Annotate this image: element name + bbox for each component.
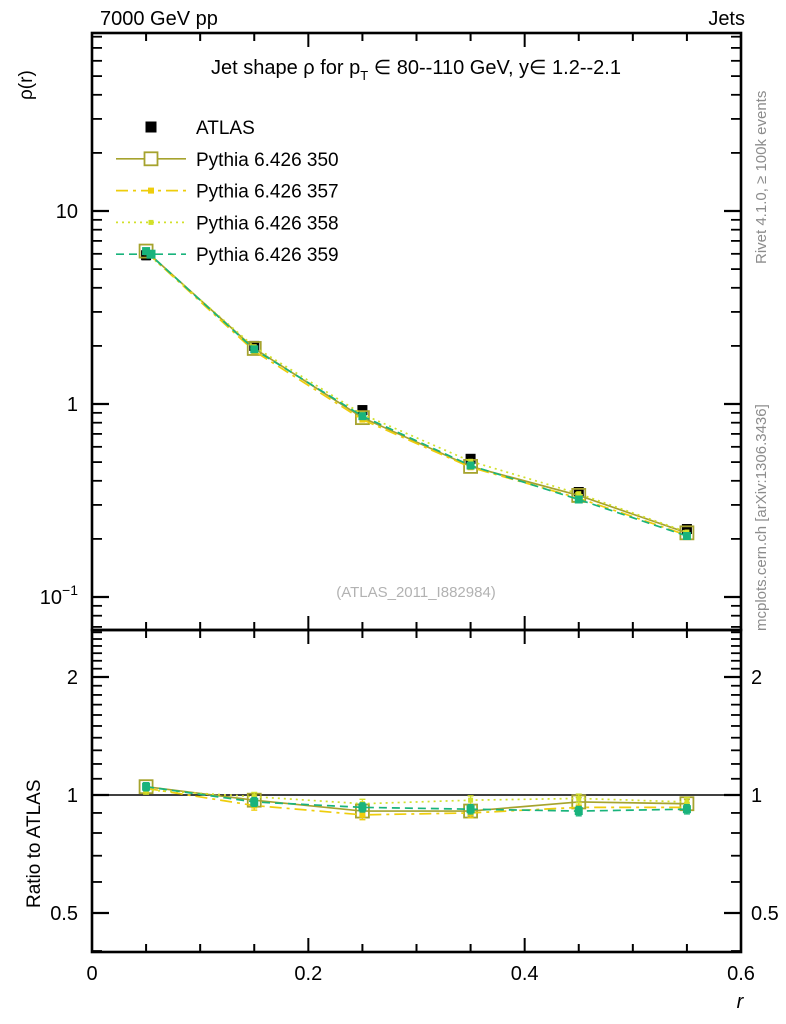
series-main-pythia-6-426-358 (143, 250, 690, 535)
legend-item-pythia-6-426-359: Pythia 6.426 359 (116, 245, 339, 266)
ratio-tick-label-right: 2 (751, 667, 762, 689)
legend-label: Pythia 6.426 357 (196, 182, 339, 203)
data-point-marker (141, 250, 152, 261)
y-tick-label: 10−1 (40, 582, 78, 609)
series-main-pythia-6-426-359 (142, 247, 691, 541)
ratio-panel-series (92, 779, 741, 821)
legend-item-pythia-6-426-358: Pythia 6.426 358 (116, 213, 339, 234)
series-line (146, 789, 687, 805)
ratio-tick-label-left: 0.5 (50, 903, 78, 925)
legend-label: Pythia 6.426 358 (196, 213, 339, 234)
plot-title-post: ∈ 80--110 GeV, y∈ 1.2--2.1 (368, 57, 621, 79)
ratio-tick-label-right: 1 (751, 785, 762, 807)
data-point-marker (468, 797, 474, 803)
x-tick-label: 0.4 (511, 963, 539, 985)
data-point-marker (250, 345, 259, 354)
legend: ATLAS Pythia 6.426 350 Pythia 6.426 357 Pyt… (116, 118, 339, 266)
plot-title-sub: T (360, 68, 368, 83)
rivet-version-text: Rivet 4.1.0, ≥ 100k events (753, 91, 770, 264)
series-main-pythia-6-426-357 (143, 248, 690, 539)
data-point-marker (148, 187, 154, 194)
y-axis-label-ratio: Ratio to ATLAS (24, 780, 45, 909)
data-point-marker (142, 247, 151, 256)
series-ratio-pythia-6-426-350 (138, 779, 695, 819)
series-main-atlas (141, 250, 692, 535)
chart-generated-content: 0 0.2 0.4 0.6 10 1 10−1 2 2 1 1 0.5 0.5 ATLAS Pythia 6… (40, 31, 779, 985)
series-line (145, 787, 687, 816)
analysis-id-watermark: (ATLAS_2011_I882984) (336, 584, 496, 601)
data-point-marker (466, 805, 475, 814)
data-point-marker (251, 794, 257, 800)
legend-item-pythia-6-426-357: Pythia 6.426 357 (116, 182, 339, 203)
data-point-marker (250, 797, 259, 806)
y-axis-label-main: ρ(r) (16, 70, 37, 100)
data-point-marker (358, 412, 367, 421)
data-point-marker (355, 410, 370, 426)
ratio-panel-frame (90, 628, 743, 954)
data-point-marker (682, 532, 691, 541)
plot-title: Jet shape ρ for pT ∈ 80--110 GeV, y∈ 1.2… (211, 57, 621, 83)
ratio-tick-label-right: 0.5 (751, 903, 779, 925)
series-ratio-pythia-6-426-358 (143, 785, 690, 809)
series-line (145, 785, 687, 812)
series-line (145, 250, 688, 537)
data-point-marker (142, 782, 151, 791)
legend-item-pythia-6-426-350: Pythia 6.426 350 (116, 150, 339, 171)
series-line (145, 252, 688, 533)
y-ticks-main: 10 1 10−1 (40, 35, 741, 628)
x-ticks: 0 0.2 0.4 0.6 (86, 33, 755, 985)
y-ticks-ratio: 2 2 1 1 0.5 0.5 (50, 631, 779, 952)
ratio-tick-label-left: 1 (67, 785, 78, 807)
data-point-marker (146, 249, 156, 259)
data-point-marker (358, 803, 367, 812)
data-point-marker (359, 811, 366, 818)
data-point-marker (145, 121, 157, 133)
series-ratio-pythia-6-426-359 (142, 781, 691, 817)
analysis-group-label: Jets (708, 8, 745, 30)
data-point-marker (246, 341, 262, 356)
series-line (145, 250, 688, 534)
data-point-marker (576, 795, 582, 801)
legend-label: ATLAS (196, 118, 255, 139)
x-tick-label: 0.6 (727, 963, 755, 985)
data-point-marker (576, 491, 582, 497)
data-point-marker (357, 405, 368, 416)
series-main-pythia-6-426-350 (138, 243, 695, 541)
x-axis-label: r (737, 991, 745, 1013)
data-point-marker (681, 524, 692, 535)
data-point-marker (466, 461, 475, 470)
data-point-marker (143, 151, 159, 167)
series-line (145, 251, 688, 537)
y-tick-label: 10 (56, 201, 78, 223)
data-point-marker (468, 458, 474, 464)
mcplots-credit-text: mcplots.cern.ch [arXiv:1306.3436] (753, 404, 770, 631)
main-panel-frame (90, 31, 743, 632)
series-line (145, 785, 687, 812)
x-tick-label: 0.2 (294, 963, 322, 985)
ratio-tick-label-left: 2 (67, 667, 78, 689)
data-point-marker (148, 219, 154, 225)
beam-energy-label: 7000 GeV pp (100, 8, 218, 30)
data-point-marker (574, 495, 583, 504)
plot-title-pre: Jet shape ρ for p (211, 57, 360, 79)
legend-item-atlas: ATLAS (145, 118, 255, 139)
main-panel-series (138, 243, 695, 541)
data-point-marker (682, 805, 691, 814)
data-point-marker (574, 807, 583, 816)
y-tick-label: 1 (67, 394, 78, 416)
legend-label: Pythia 6.426 350 (196, 150, 339, 171)
data-point-marker (684, 799, 690, 805)
legend-label: Pythia 6.426 359 (196, 245, 339, 266)
x-tick-label: 0 (86, 963, 97, 985)
